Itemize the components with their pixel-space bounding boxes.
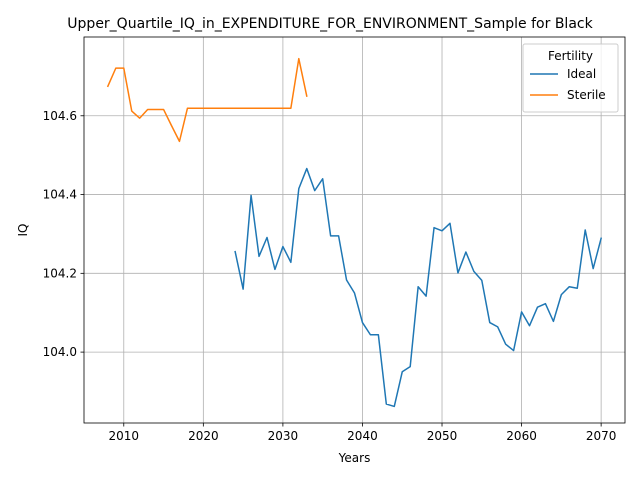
- legend-label-sterile: Sterile: [567, 88, 606, 102]
- x-tick-label: 2070: [586, 429, 617, 443]
- x-axis-label: Years: [338, 451, 371, 465]
- x-tick-label: 2020: [188, 429, 219, 443]
- y-axis-label: IQ: [16, 224, 30, 237]
- plot-frame: [83, 36, 626, 424]
- legend-entries: Ideal Sterile: [530, 67, 606, 102]
- x-tick-label: 2030: [268, 429, 299, 443]
- chart-title: Upper_Quartile_IQ_in_EXPENDITURE_FOR_ENV…: [67, 16, 593, 32]
- x-tick-label: 2040: [347, 429, 378, 443]
- y-tick-label: 104.4: [43, 188, 77, 202]
- series-line-ideal: [234, 167, 603, 408]
- y-tick-label: 104.2: [43, 266, 77, 280]
- x-tick-label: 2060: [506, 429, 537, 443]
- x-tick-label: 2010: [109, 429, 140, 443]
- legend: Fertility Ideal Sterile: [522, 43, 619, 113]
- series-line-sterile: [106, 57, 308, 143]
- grid-layer: [84, 37, 625, 423]
- x-tick-label: 2050: [427, 429, 458, 443]
- y-tick-label: 104.6: [43, 109, 77, 123]
- series-layer: [106, 57, 603, 408]
- tick-layer: 2010 2020 2030 2040 2050 2060 2070 104.0 104.2 10…: [43, 109, 617, 443]
- y-tick-label: 104.0: [43, 345, 77, 359]
- legend-title: Fertility: [548, 49, 593, 63]
- legend-label-ideal: Ideal: [567, 67, 596, 81]
